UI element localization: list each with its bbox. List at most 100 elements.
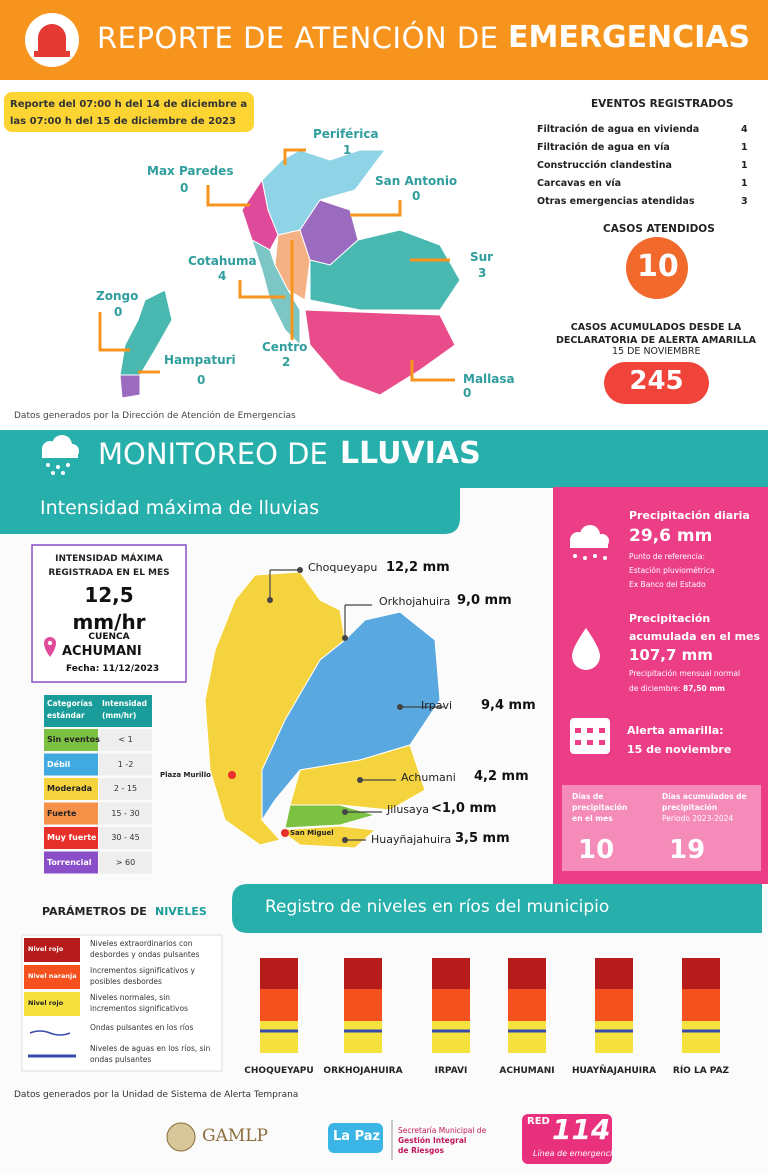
basin-name: Choqueyapu bbox=[308, 561, 378, 574]
event-label: Carcavas en vía bbox=[537, 178, 622, 189]
river-name: ORKHOJAHUIRA bbox=[323, 1066, 403, 1076]
river-level-orange bbox=[432, 989, 470, 1021]
precip-normal-label: Precipitación mensual normal bbox=[629, 669, 741, 678]
event-count: 4 bbox=[741, 124, 748, 135]
district-count: 0 bbox=[180, 181, 189, 195]
category-range-cell bbox=[99, 778, 152, 800]
precip-normal-value: 87,50 mm bbox=[683, 684, 725, 693]
district-name: Centro bbox=[262, 340, 308, 354]
cloud-icon bbox=[42, 435, 79, 475]
monitoring-title: MONITOREO DE bbox=[98, 437, 328, 471]
river-level-red bbox=[344, 958, 382, 989]
river-level-red bbox=[432, 958, 470, 989]
days-period: Periodo 2023-2024 bbox=[662, 814, 734, 823]
level-text: ondas pulsantes bbox=[90, 1055, 152, 1064]
category-range: > 60 bbox=[115, 857, 136, 867]
event-label: Construcción clandestina bbox=[537, 160, 672, 171]
levels-title: PARÁMETROS DE bbox=[42, 905, 147, 918]
category-swatch bbox=[44, 753, 98, 776]
category-range: 1 -2 bbox=[117, 759, 134, 769]
category-swatch bbox=[44, 729, 98, 751]
river-level-orange bbox=[508, 989, 546, 1021]
place-label: San Miguel bbox=[290, 829, 334, 837]
district-count: 0 bbox=[412, 189, 421, 203]
level-text: Incrementos significativos y bbox=[90, 966, 195, 975]
precip-normal-label: de diciembre: bbox=[629, 684, 681, 693]
river-level-yellow bbox=[682, 1021, 720, 1053]
basin-value: 9,4 mm bbox=[481, 698, 536, 713]
basin-value: 9,0 mm bbox=[457, 593, 512, 608]
days-box bbox=[562, 785, 761, 871]
category-range-cell bbox=[99, 851, 152, 874]
precip-reference: Ex Banco del Estado bbox=[629, 580, 706, 589]
river-level-yellow bbox=[595, 1021, 633, 1053]
header-title: REPORTE DE ATENCIÓN DE bbox=[97, 21, 499, 55]
river-level-yellow bbox=[260, 1021, 298, 1053]
district-name: Max Paredes bbox=[147, 164, 234, 178]
precip-acc-value: 107,7 mm bbox=[629, 646, 713, 664]
max-basin-label: CUENCA bbox=[88, 632, 130, 642]
cases-value: 10 bbox=[637, 249, 679, 284]
basin-value: <1,0 mm bbox=[431, 801, 497, 816]
rivers-source: Datos generados por la Unidad de Sistema… bbox=[14, 1090, 299, 1100]
category-swatch bbox=[44, 778, 98, 800]
category-range-cell bbox=[99, 802, 152, 825]
precip-reference: Punto de referencia: bbox=[629, 552, 705, 561]
header-bar bbox=[0, 0, 768, 80]
gamlp-logo: GAMLP bbox=[202, 1126, 268, 1146]
category-name: Torrencial bbox=[47, 857, 92, 867]
red-label: RED bbox=[527, 1116, 550, 1127]
basin-pointers bbox=[269, 569, 444, 841]
levels-title-bold: NIVELES bbox=[155, 905, 207, 918]
river-name: RÍO LA PAZ bbox=[672, 1066, 730, 1076]
accumulated-title: CASOS ACUMULADOS DESDE LA DECLARATORIA D… bbox=[555, 322, 757, 346]
level-text: Ondas pulsantes en los ríos bbox=[90, 1023, 194, 1032]
table-header-cell: Intensidad (mm/hr) bbox=[102, 699, 147, 720]
precip-daily-title: Precipitación diaria bbox=[629, 509, 750, 522]
max-date: Fecha: 11/12/2023 bbox=[66, 664, 160, 674]
level-text: desbordes y ondas pulsantes bbox=[90, 950, 200, 959]
basin-value: 3,5 mm bbox=[455, 831, 510, 846]
days-acc-label: precipitación bbox=[662, 803, 718, 812]
category-swatch bbox=[44, 851, 98, 874]
level-text: incrementos significativos bbox=[90, 1004, 188, 1013]
alert-date: 15 de noviembre bbox=[627, 743, 732, 756]
monitoring-title-bold: LLUVIAS bbox=[340, 436, 481, 471]
secretaria-text: Gestión Integral bbox=[398, 1136, 467, 1145]
district-name: Zongo bbox=[96, 289, 139, 303]
line-label: Línea de emergencia bbox=[533, 1149, 618, 1158]
event-label: Filtración de agua en vivienda bbox=[537, 124, 700, 135]
river-level-orange bbox=[344, 989, 382, 1021]
district-name: Periférica bbox=[313, 127, 379, 141]
river-level-orange bbox=[260, 989, 298, 1021]
river-level-red bbox=[508, 958, 546, 989]
district-name: San Antonio bbox=[375, 174, 458, 188]
subtitle-tab bbox=[0, 488, 460, 534]
category-name: Fuerte bbox=[47, 808, 77, 818]
lapaz-logo: La Paz bbox=[333, 1129, 381, 1144]
district-count: 2 bbox=[282, 355, 291, 369]
event-label: Otras emergencias atendidas bbox=[537, 196, 695, 207]
category-swatch bbox=[44, 802, 98, 825]
basin-value: 4,2 mm bbox=[474, 769, 529, 784]
river-name: ACHUMANI bbox=[499, 1066, 555, 1076]
levels-table bbox=[21, 934, 223, 1072]
river-name: HUAYÑAJAHUIRA bbox=[571, 1066, 657, 1076]
period-box bbox=[4, 92, 254, 132]
category-name: Muy fuerte bbox=[47, 833, 97, 842]
category-name: Débil bbox=[47, 759, 71, 769]
accumulated-value: 245 bbox=[629, 366, 684, 396]
category-name: Sin eventos bbox=[47, 735, 100, 744]
accumulated-pill bbox=[604, 362, 709, 404]
event-label: Filtración de agua en vía bbox=[537, 142, 670, 153]
category-range: 30 - 45 bbox=[111, 833, 140, 842]
river-level-red bbox=[682, 958, 720, 989]
header-title-bold: EMERGENCIAS bbox=[508, 20, 751, 55]
cases-circle bbox=[626, 237, 688, 299]
event-count: 1 bbox=[741, 160, 748, 171]
days-month-label: en el mes bbox=[572, 814, 613, 823]
river-level-yellow bbox=[432, 1021, 470, 1053]
event-count: 1 bbox=[741, 178, 748, 189]
precip-acc-title: Precipitación bbox=[629, 612, 711, 625]
